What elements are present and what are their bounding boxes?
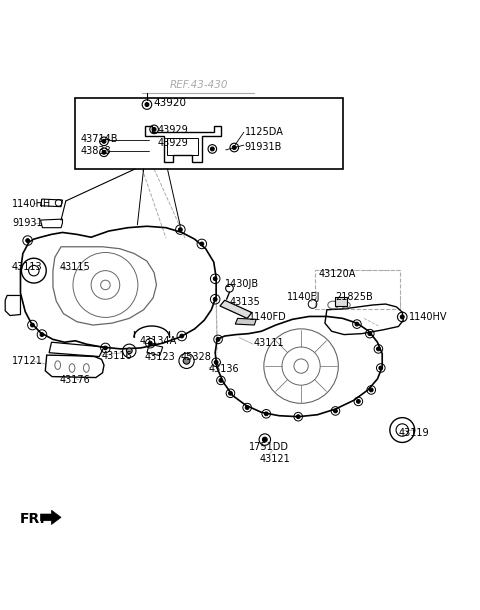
Circle shape xyxy=(232,146,236,149)
Circle shape xyxy=(183,357,190,364)
Circle shape xyxy=(357,400,360,403)
Bar xyxy=(336,297,348,306)
Polygon shape xyxy=(40,510,61,525)
Circle shape xyxy=(102,140,106,143)
Bar xyxy=(315,270,400,309)
Text: 43929: 43929 xyxy=(158,125,189,135)
Text: 1751DD: 1751DD xyxy=(249,442,288,452)
Text: 1140FD: 1140FD xyxy=(249,312,287,323)
Text: FR.: FR. xyxy=(20,512,45,526)
Circle shape xyxy=(148,341,152,345)
Text: 43920: 43920 xyxy=(153,98,186,108)
Text: 43111: 43111 xyxy=(253,338,284,348)
Bar xyxy=(75,98,343,169)
Text: 91931B: 91931B xyxy=(245,142,282,151)
Circle shape xyxy=(40,332,44,337)
Circle shape xyxy=(264,412,268,416)
Circle shape xyxy=(200,242,204,246)
Circle shape xyxy=(263,437,267,442)
Circle shape xyxy=(368,332,372,336)
Polygon shape xyxy=(235,318,256,325)
Text: 43136: 43136 xyxy=(209,364,240,375)
Circle shape xyxy=(210,147,214,151)
Text: 43113: 43113 xyxy=(12,262,43,272)
Circle shape xyxy=(126,348,132,354)
Text: 1430JB: 1430JB xyxy=(225,279,259,289)
Text: 21825B: 21825B xyxy=(336,292,373,302)
Circle shape xyxy=(179,228,182,232)
Text: 45328: 45328 xyxy=(180,351,211,362)
Circle shape xyxy=(334,409,337,413)
Circle shape xyxy=(228,392,232,395)
Text: 43929: 43929 xyxy=(158,138,189,148)
Circle shape xyxy=(180,334,184,338)
Circle shape xyxy=(102,151,106,154)
Text: 1125DA: 1125DA xyxy=(245,127,284,137)
Circle shape xyxy=(245,406,249,409)
Text: 43714B: 43714B xyxy=(80,134,118,144)
Circle shape xyxy=(31,323,34,327)
Text: 91931: 91931 xyxy=(12,218,43,228)
Text: 43116: 43116 xyxy=(102,351,132,361)
Text: REF.43-430: REF.43-430 xyxy=(169,81,228,90)
Text: 43176: 43176 xyxy=(60,375,90,386)
Text: 43838: 43838 xyxy=(80,146,111,156)
Text: 43121: 43121 xyxy=(259,454,290,464)
Circle shape xyxy=(379,366,383,370)
Text: 43123: 43123 xyxy=(144,351,175,362)
Text: 1140EJ: 1140EJ xyxy=(287,292,320,302)
Bar xyxy=(168,138,199,155)
Text: 17121: 17121 xyxy=(12,356,43,367)
Text: 43134A: 43134A xyxy=(140,336,177,346)
Circle shape xyxy=(355,322,359,326)
Circle shape xyxy=(152,127,156,131)
Text: 43115: 43115 xyxy=(60,262,90,272)
Circle shape xyxy=(26,239,30,243)
Circle shape xyxy=(213,297,217,301)
Text: 1140HV: 1140HV xyxy=(409,312,448,322)
Text: 43119: 43119 xyxy=(398,428,429,438)
Circle shape xyxy=(145,102,149,107)
Circle shape xyxy=(369,388,373,392)
Circle shape xyxy=(400,315,404,319)
Text: 43135: 43135 xyxy=(229,297,260,307)
Circle shape xyxy=(376,347,380,351)
Circle shape xyxy=(214,361,218,364)
Circle shape xyxy=(296,415,300,418)
Text: 1140HH: 1140HH xyxy=(12,199,51,209)
Text: 43120A: 43120A xyxy=(319,269,356,279)
Polygon shape xyxy=(220,300,252,318)
Circle shape xyxy=(104,346,108,350)
Circle shape xyxy=(213,277,217,281)
Circle shape xyxy=(219,378,223,382)
Circle shape xyxy=(216,337,220,341)
